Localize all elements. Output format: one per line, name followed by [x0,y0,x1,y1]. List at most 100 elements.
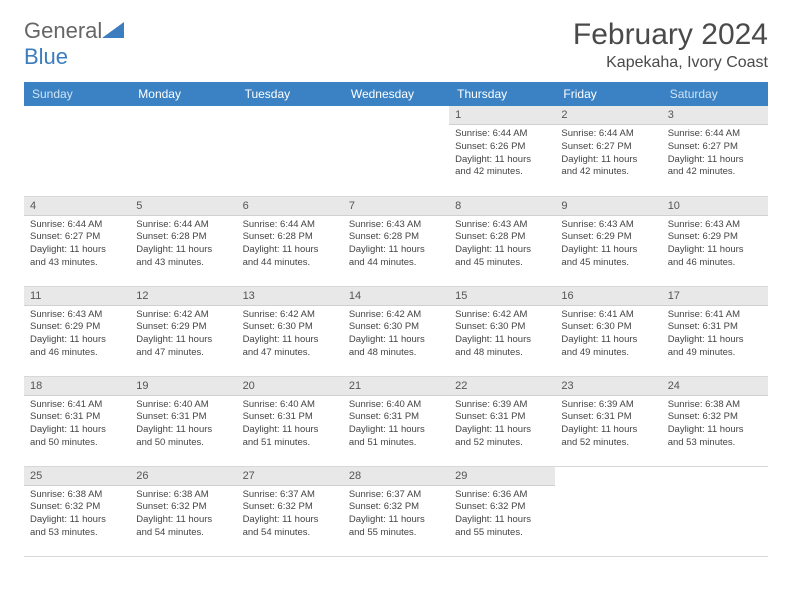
day-ss: Sunset: 6:30 PM [561,321,655,334]
day-number: 18 [24,377,130,396]
day-number: 26 [130,467,236,486]
day-number: 16 [555,287,661,306]
day-dl: Daylight: 11 hours and 48 minutes. [349,334,443,360]
day-dl: Daylight: 11 hours and 51 minutes. [243,424,337,450]
calendar-cell: 15Sunrise: 6:42 AMSunset: 6:30 PMDayligh… [449,286,555,376]
day-sr: Sunrise: 6:41 AM [30,399,124,412]
page-title: February 2024 [573,18,768,52]
calendar-cell: 6Sunrise: 6:44 AMSunset: 6:28 PMDaylight… [237,196,343,286]
day-sr: Sunrise: 6:42 AM [243,309,337,322]
day-number: 11 [24,287,130,306]
day-dl: Daylight: 11 hours and 48 minutes. [455,334,549,360]
day-number: 23 [555,377,661,396]
day-dl: Daylight: 11 hours and 54 minutes. [243,514,337,540]
calendar-cell: 1Sunrise: 6:44 AMSunset: 6:26 PMDaylight… [449,106,555,196]
day-dl: Daylight: 11 hours and 50 minutes. [136,424,230,450]
day-ss: Sunset: 6:32 PM [668,411,762,424]
day-dl: Daylight: 11 hours and 51 minutes. [349,424,443,450]
day-ss: Sunset: 6:29 PM [561,231,655,244]
day-details: Sunrise: 6:43 AMSunset: 6:29 PMDaylight:… [555,216,661,273]
day-sr: Sunrise: 6:40 AM [349,399,443,412]
day-number: 8 [449,197,555,216]
day-dl: Daylight: 11 hours and 45 minutes. [561,244,655,270]
calendar-row: 25Sunrise: 6:38 AMSunset: 6:32 PMDayligh… [24,466,768,556]
day-number: 25 [24,467,130,486]
day-sr: Sunrise: 6:41 AM [668,309,762,322]
weekday-header-row: Sunday Monday Tuesday Wednesday Thursday… [24,82,768,106]
calendar-cell: 26Sunrise: 6:38 AMSunset: 6:32 PMDayligh… [130,466,236,556]
day-number: 24 [662,377,768,396]
calendar-cell: 28Sunrise: 6:37 AMSunset: 6:32 PMDayligh… [343,466,449,556]
day-number: 14 [343,287,449,306]
day-dl: Daylight: 11 hours and 50 minutes. [30,424,124,450]
calendar-cell: 21Sunrise: 6:40 AMSunset: 6:31 PMDayligh… [343,376,449,466]
day-dl: Daylight: 11 hours and 53 minutes. [30,514,124,540]
day-ss: Sunset: 6:26 PM [455,141,549,154]
day-ss: Sunset: 6:32 PM [136,501,230,514]
day-sr: Sunrise: 6:42 AM [349,309,443,322]
day-ss: Sunset: 6:28 PM [455,231,549,244]
day-dl: Daylight: 11 hours and 42 minutes. [668,154,762,180]
day-details: Sunrise: 6:40 AMSunset: 6:31 PMDaylight:… [343,396,449,453]
day-ss: Sunset: 6:31 PM [455,411,549,424]
day-sr: Sunrise: 6:38 AM [668,399,762,412]
page-subtitle: Kapekaha, Ivory Coast [573,54,768,72]
day-sr: Sunrise: 6:44 AM [668,128,762,141]
weekday-wednesday: Wednesday [343,82,449,106]
day-details: Sunrise: 6:43 AMSunset: 6:29 PMDaylight:… [662,216,768,273]
day-number: 27 [237,467,343,486]
day-dl: Daylight: 11 hours and 45 minutes. [455,244,549,270]
day-ss: Sunset: 6:32 PM [243,501,337,514]
header: General Blue February 2024 Kapekaha, Ivo… [24,18,768,72]
calendar-cell: 5Sunrise: 6:44 AMSunset: 6:28 PMDaylight… [130,196,236,286]
day-dl: Daylight: 11 hours and 54 minutes. [136,514,230,540]
calendar-cell: 2Sunrise: 6:44 AMSunset: 6:27 PMDaylight… [555,106,661,196]
day-ss: Sunset: 6:32 PM [455,501,549,514]
calendar-cell: 17Sunrise: 6:41 AMSunset: 6:31 PMDayligh… [662,286,768,376]
logo-triangle-icon [102,22,124,38]
calendar-cell [24,106,130,196]
calendar-cell [662,466,768,556]
day-ss: Sunset: 6:30 PM [243,321,337,334]
calendar-row: 11Sunrise: 6:43 AMSunset: 6:29 PMDayligh… [24,286,768,376]
day-details: Sunrise: 6:37 AMSunset: 6:32 PMDaylight:… [343,486,449,543]
day-sr: Sunrise: 6:43 AM [349,219,443,232]
day-dl: Daylight: 11 hours and 47 minutes. [136,334,230,360]
day-details: Sunrise: 6:40 AMSunset: 6:31 PMDaylight:… [237,396,343,453]
day-sr: Sunrise: 6:44 AM [136,219,230,232]
day-number: 2 [555,106,661,125]
day-sr: Sunrise: 6:37 AM [243,489,337,502]
calendar-cell: 12Sunrise: 6:42 AMSunset: 6:29 PMDayligh… [130,286,236,376]
day-details: Sunrise: 6:42 AMSunset: 6:29 PMDaylight:… [130,306,236,363]
day-details: Sunrise: 6:41 AMSunset: 6:30 PMDaylight:… [555,306,661,363]
calendar-cell: 4Sunrise: 6:44 AMSunset: 6:27 PMDaylight… [24,196,130,286]
day-sr: Sunrise: 6:40 AM [243,399,337,412]
calendar-row: 4Sunrise: 6:44 AMSunset: 6:27 PMDaylight… [24,196,768,286]
day-dl: Daylight: 11 hours and 44 minutes. [243,244,337,270]
day-sr: Sunrise: 6:43 AM [668,219,762,232]
day-ss: Sunset: 6:32 PM [349,501,443,514]
day-ss: Sunset: 6:27 PM [668,141,762,154]
day-dl: Daylight: 11 hours and 53 minutes. [668,424,762,450]
day-sr: Sunrise: 6:38 AM [30,489,124,502]
day-details: Sunrise: 6:43 AMSunset: 6:29 PMDaylight:… [24,306,130,363]
day-number: 22 [449,377,555,396]
day-ss: Sunset: 6:32 PM [30,501,124,514]
day-number: 6 [237,197,343,216]
day-sr: Sunrise: 6:44 AM [561,128,655,141]
day-ss: Sunset: 6:29 PM [136,321,230,334]
calendar-cell [343,106,449,196]
calendar-cell: 18 Sunrise: 6:41 AMSunset: 6:31 PMDayligh… [24,376,130,466]
calendar-cell: 13Sunrise: 6:42 AMSunset: 6:30 PMDayligh… [237,286,343,376]
day-ss: Sunset: 6:31 PM [561,411,655,424]
day-dl: Daylight: 11 hours and 52 minutes. [561,424,655,450]
day-ss: Sunset: 6:31 PM [30,411,124,424]
logo: General Blue [24,18,124,70]
calendar-cell: 25 Sunrise: 6:38 AMSunset: 6:32 PMDayligh… [24,466,130,556]
day-details: Sunrise: 6:36 AMSunset: 6:32 PMDaylight:… [449,486,555,543]
day-dl: Daylight: 11 hours and 46 minutes. [668,244,762,270]
day-details: Sunrise: 6:39 AMSunset: 6:31 PMDaylight:… [449,396,555,453]
day-sr: Sunrise: 6:39 AM [455,399,549,412]
calendar-cell: 7Sunrise: 6:43 AMSunset: 6:28 PMDaylight… [343,196,449,286]
day-sr: Sunrise: 6:44 AM [243,219,337,232]
